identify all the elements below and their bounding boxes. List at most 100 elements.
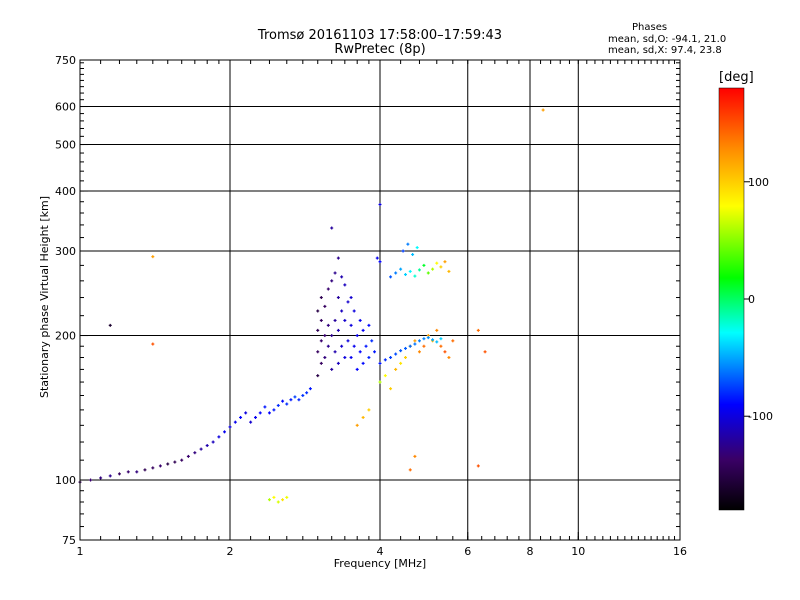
data-point: [451, 339, 455, 343]
data-point: [378, 202, 382, 206]
data-point: [439, 337, 443, 341]
data-point: [403, 273, 407, 277]
y-tick-label: 200: [55, 330, 76, 343]
data-point: [373, 350, 377, 354]
data-point: [343, 318, 347, 322]
data-point: [361, 328, 365, 332]
data-point: [364, 344, 368, 348]
data-point: [355, 367, 359, 371]
data-point: [293, 395, 297, 399]
data-point: [399, 361, 403, 365]
colorbar-tick-label: -100: [748, 410, 773, 423]
data-point: [408, 468, 412, 472]
data-point: [223, 430, 227, 434]
data-point: [253, 415, 257, 419]
data-point: [180, 458, 184, 462]
data-point: [406, 242, 410, 246]
data-point: [408, 344, 412, 348]
x-tick-label: 4: [377, 545, 384, 558]
data-point: [89, 478, 93, 482]
data-point: [326, 344, 330, 348]
data-point: [249, 420, 253, 424]
data-point: [263, 405, 267, 409]
data-point: [443, 260, 447, 264]
data-point: [355, 423, 359, 427]
data-point: [349, 323, 353, 327]
data-point: [447, 269, 451, 273]
data-point: [193, 451, 197, 455]
data-point: [375, 256, 379, 260]
data-point: [333, 350, 337, 354]
data-point: [435, 340, 439, 344]
data-point: [217, 435, 221, 439]
data-point: [349, 355, 353, 359]
y-tick-label: 400: [55, 185, 76, 198]
data-point: [431, 338, 435, 342]
data-point: [319, 318, 323, 322]
data-point: [289, 398, 293, 402]
data-point: [323, 304, 327, 308]
data-point: [422, 337, 426, 341]
x-axis-ticks: 1 2 4 6 8 10 16: [77, 60, 687, 558]
data-point: [281, 498, 285, 502]
chart-subtitle: RwPretec (8p): [334, 42, 426, 57]
data-point: [413, 339, 417, 343]
x-tick-label: 6: [464, 545, 471, 558]
data-point: [411, 253, 415, 257]
data-point: [367, 408, 371, 412]
x-tick-label: 2: [227, 545, 234, 558]
phase-o-stats: mean, sd,O: -94.1, 21.0: [608, 34, 727, 45]
data-point: [272, 495, 276, 499]
data-point: [426, 271, 430, 275]
data-point: [308, 387, 312, 391]
phase-heading: Phases: [632, 22, 668, 33]
data-point: [258, 411, 262, 415]
data-point: [330, 334, 334, 338]
data-point: [346, 339, 350, 343]
data-point: [316, 309, 320, 313]
data-point: [340, 344, 344, 348]
grid-lines: [80, 60, 680, 540]
data-point: [361, 415, 365, 419]
data-point: [336, 296, 340, 300]
data-point: [408, 269, 412, 273]
x-tick-label: 1: [77, 545, 84, 558]
data-point: [394, 367, 398, 371]
data-point: [126, 470, 130, 474]
data-point: [415, 246, 419, 250]
x-axis-label: Frequency [MHz]: [333, 557, 427, 570]
x-tick-label: 10: [571, 545, 585, 558]
data-point: [108, 474, 112, 478]
data-point: [352, 344, 356, 348]
data-point: [352, 309, 356, 313]
colorbar-label: [deg]: [719, 70, 754, 85]
data-point: [267, 498, 271, 502]
data-point: [343, 283, 347, 287]
colorbar: [718, 87, 745, 511]
data-point: [285, 495, 289, 499]
data-point: [272, 408, 276, 412]
data-point: [244, 411, 248, 415]
data-point: [319, 361, 323, 365]
data-point: [389, 355, 393, 359]
data-point: [443, 350, 447, 354]
data-point: [483, 350, 487, 354]
data-point: [346, 300, 350, 304]
data-point: [417, 350, 421, 354]
data-point: [426, 336, 430, 340]
data-point: [173, 460, 177, 464]
y-tick-label: 500: [55, 139, 76, 152]
data-point: [389, 387, 393, 391]
y-tick-label: 750: [55, 54, 76, 67]
data-point: [361, 361, 365, 365]
data-point: [447, 355, 451, 359]
data-point: [367, 323, 371, 327]
data-point: [276, 500, 280, 504]
data-point: [239, 415, 243, 419]
data-point: [285, 402, 289, 406]
colorbar-tick-label: 0: [748, 293, 755, 306]
data-point: [330, 226, 334, 230]
data-point: [355, 334, 359, 338]
y-axis-ticks: 75 100 200 300 400 500 600 750: [55, 54, 680, 547]
data-point: [343, 355, 347, 359]
